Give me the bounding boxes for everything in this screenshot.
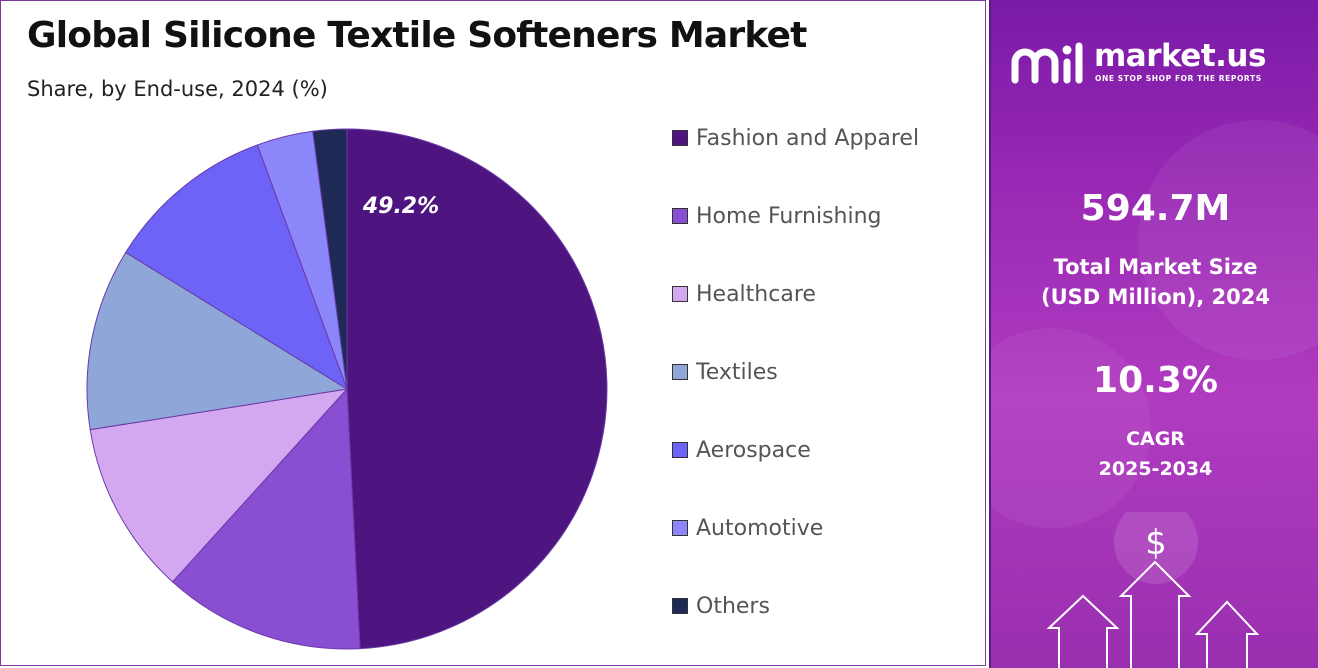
brand-name: market.us <box>1094 38 1266 74</box>
chart-subtitle: Share, by End-use, 2024 (%) <box>27 77 328 101</box>
cagr-label: CAGR 2025-2034 <box>991 424 1318 484</box>
chart-panel: Global Silicone Textile Softeners Market… <box>0 0 986 666</box>
legend-item: Healthcare <box>672 279 816 309</box>
legend-item: Textiles <box>672 357 778 387</box>
market-size-label: Total Market Size (USD Million), 2024 <box>991 252 1318 312</box>
legend-swatch <box>672 520 688 536</box>
dollar-sign: $ <box>1145 523 1167 563</box>
legend-label: Home Furnishing <box>696 203 882 229</box>
pie-slice-textiles <box>86 251 349 431</box>
legend-label: Fashion and Apparel <box>696 125 920 151</box>
legend-item: Aerospace <box>672 435 811 465</box>
pie-chart: 49.2% <box>86 128 608 650</box>
market-size-value: 594.7M <box>1080 188 1231 229</box>
market-size-label-line2: (USD Million), 2024 <box>1041 285 1270 309</box>
legend-item: Fashion and Apparel <box>672 123 919 153</box>
legend-swatch <box>672 286 688 302</box>
legend-swatch <box>672 130 688 146</box>
pie-slice-others <box>312 128 348 390</box>
legend-label: Automotive <box>696 515 824 541</box>
legend-label: Healthcare <box>696 281 816 307</box>
market-size-label-line1: Total Market Size <box>1053 255 1258 279</box>
legend-item: Others <box>672 591 770 621</box>
info-sidebar: market.us ONE STOP SHOP FOR THE REPORTS … <box>989 0 1318 668</box>
legend-swatch <box>672 598 688 614</box>
brand-logo: market.us ONE STOP SHOP FOR THE REPORTS <box>1011 38 1311 88</box>
chart-title: Global Silicone Textile Softeners Market <box>27 15 807 56</box>
pie-slice-home-furnishing <box>171 387 361 650</box>
dollar-growth-arrows-icon: $ <box>1046 512 1260 668</box>
legend-item: Home Furnishing <box>672 201 882 231</box>
data-label-fashion-and-apparel: 49.2% <box>362 194 439 219</box>
legend-swatch <box>672 208 688 224</box>
pie-slice-aerospace <box>125 144 348 391</box>
legend-swatch <box>672 364 688 380</box>
cagr-label-line2: 2025-2034 <box>1098 458 1213 480</box>
pie-slice-healthcare <box>89 388 349 583</box>
legend-label: Others <box>696 593 770 619</box>
cagr-value: 10.3% <box>1093 360 1218 401</box>
legend-swatch <box>672 442 688 458</box>
cagr-label-line1: CAGR <box>1126 428 1185 450</box>
legend-label: Aerospace <box>696 437 811 463</box>
brand-tagline: ONE STOP SHOP FOR THE REPORTS <box>1095 74 1262 83</box>
legend-item: Automotive <box>672 513 823 543</box>
legend-label: Textiles <box>696 359 778 385</box>
pie-slice-fashion-and-apparel <box>346 128 608 650</box>
market-us-logo-icon <box>1011 42 1083 84</box>
